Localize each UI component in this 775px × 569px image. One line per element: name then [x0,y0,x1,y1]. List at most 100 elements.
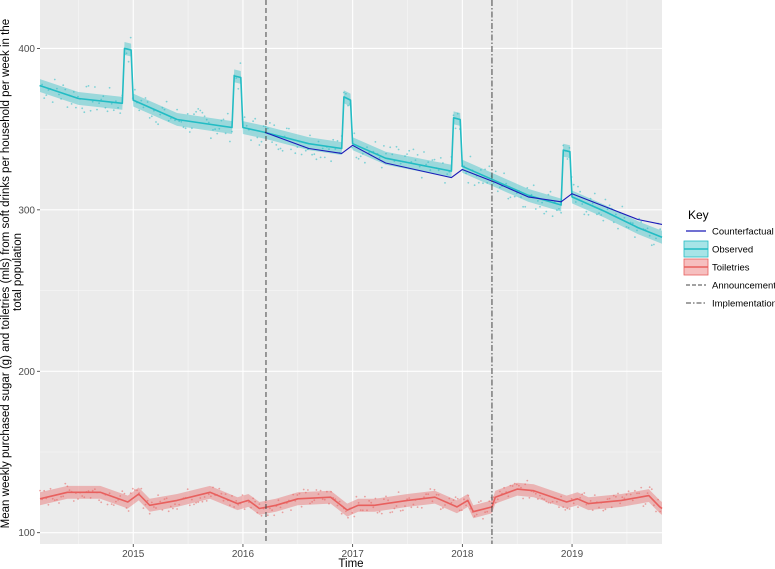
toiletries-point [47,503,50,506]
observed-point [102,95,105,98]
observed-point [585,210,588,213]
toiletries-point [172,507,174,510]
observed-point [75,106,77,109]
toiletries-point [260,514,263,517]
observed-point [342,91,345,94]
x-axis-title: Time [338,558,363,569]
observed-point [262,125,265,127]
observed-point [623,216,626,219]
observed-point [144,97,147,99]
toiletries-point [83,496,86,499]
toiletries-point [499,490,501,493]
observed-point [89,109,92,112]
observed-point [182,126,185,129]
observed-point [366,146,368,149]
toiletries-point [425,493,427,496]
observed-point [541,201,543,204]
observed-point [256,136,259,139]
observed-point [429,169,432,172]
toiletries-point [627,490,630,493]
toiletries-point [448,497,451,500]
toiletries-point [167,510,170,513]
toiletries-point [296,494,299,496]
observed-point [439,157,442,159]
observed-point [127,60,130,63]
toiletries-point [659,510,662,513]
toiletries-point [410,506,413,509]
toiletries-point [357,502,360,504]
toiletries-point [591,509,594,511]
toiletries-point [615,495,617,498]
toiletries-point [634,489,636,492]
toiletries-point [570,497,573,500]
observed-point [361,152,364,155]
toiletries-point [290,509,292,511]
toiletries-point [385,495,387,498]
observed-point [224,132,227,135]
observed-point [277,148,280,151]
toiletries-point [197,501,200,503]
observed-point [650,244,653,247]
observed-point [395,145,398,148]
observed-point [56,87,58,90]
observed-point [473,184,476,187]
observed-point [572,183,575,186]
observed-point [243,116,246,118]
observed-point [655,237,657,240]
toiletries-point [408,497,411,499]
observed-point [309,134,311,137]
observed-point [220,119,223,122]
observed-point [294,152,297,155]
toiletries-point [608,497,611,500]
observed-point [43,97,46,99]
toiletries-point [391,511,394,513]
observed-point [328,148,330,151]
observed-point [378,157,381,159]
observed-point [425,163,427,166]
observed-point [174,119,176,122]
toiletries-point [108,492,111,495]
toiletries-point [241,494,244,496]
announcement-legend-label: Announcement [712,281,775,292]
toiletries-point [64,482,67,485]
toiletries-point [81,495,84,497]
toiletries-point [581,493,584,496]
observed-point [629,221,632,224]
toiletries-point [134,489,136,491]
observed-point [229,140,231,143]
toiletries-point [473,515,476,518]
x-tick-label: 2016 [232,549,255,560]
toiletries-point [58,502,60,504]
observed-point [115,100,117,103]
toiletries-point [621,496,624,499]
observed-point [433,158,436,161]
observed-point [522,205,524,208]
toiletries-point [43,489,46,492]
observed-point [636,229,638,232]
observed-point [188,131,191,133]
observed-point [155,121,157,123]
toiletries-point [91,489,94,492]
toiletries-point [585,503,588,506]
observed-point [66,106,69,108]
toiletries-point [412,503,415,506]
observed-point [159,113,162,116]
observed-point [596,213,598,216]
toiletries-point [243,508,246,510]
observed-point [414,159,417,162]
toiletries-point [623,497,626,500]
toiletries-point [644,503,647,505]
observed-point [165,100,168,103]
toiletries-point [321,498,324,501]
observed-point [41,83,43,86]
observed-point [307,148,309,151]
observed-point [254,117,257,120]
observed-point [423,151,425,153]
x-tick-label: 2018 [451,549,474,560]
toiletries-point [572,502,575,505]
toiletries-point [224,493,227,495]
y-axis-title-line-1: Mean weekly purchased sugar (g) and toil… [0,19,12,528]
toiletries-point [393,507,396,510]
observed-point [427,161,430,164]
